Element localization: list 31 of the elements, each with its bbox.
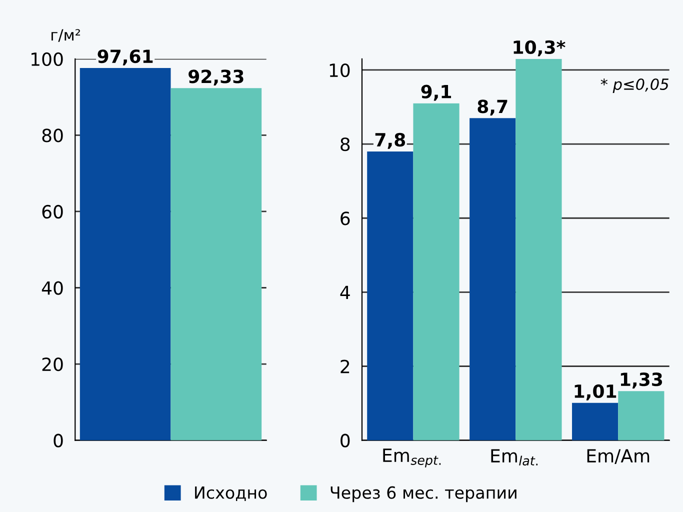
y-tick-label: 8 [340,138,350,152]
data-label: 10,3* [514,40,566,56]
bar [470,118,516,440]
bar [572,402,618,440]
data-label: 9,1 [421,84,452,101]
y-tick-label: 6 [340,212,350,226]
y-tick-label: 60 [42,204,63,219]
y-tick-label: 2 [340,360,350,374]
legend-label: Исходно [195,486,267,501]
data-label: 97,61 [98,49,153,66]
y-tick-label: 10 [330,63,350,78]
data-label: 8,7 [478,100,508,116]
x-tick-label: Em$_{lat.}$ [491,449,538,466]
data-label: 7,8 [375,132,406,149]
y-tick-label: 0 [54,434,63,448]
bar [367,151,414,440]
bar [413,103,460,440]
legend-label: Через 6 мес. терапии [330,486,516,502]
y-tick-label: 0 [340,434,350,448]
y-tick-label: 40 [42,281,63,295]
x-tick-label: Em$_{sept.}$ [383,448,441,468]
y-tick-label: 4 [340,286,350,300]
x-tick-label: Em/Am [587,449,650,464]
y-tick-label: 100 [32,52,63,66]
data-label: 1,33 [620,372,662,388]
data-label: 92,33 [188,70,244,86]
y-tick-label: 80 [42,128,63,142]
data-label: 1,01 [574,384,616,400]
y-axis-title: г/м² [52,29,80,42]
annotation: * p≤0,05 [600,78,668,93]
y-tick-label: 20 [42,357,63,372]
